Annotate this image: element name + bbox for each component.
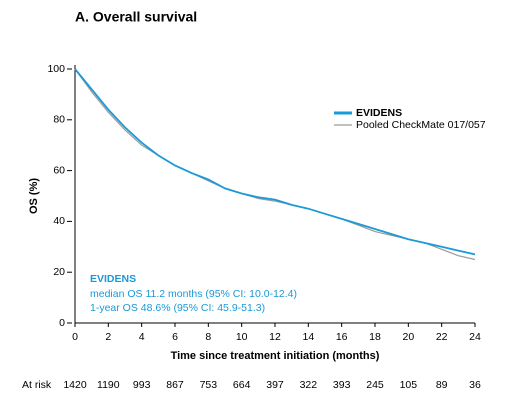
annotation: median OS 11.2 months (95% CI: 10.0-12.4…	[90, 288, 297, 300]
y-axis-label: OS (%)	[28, 178, 40, 214]
at-risk-count: 664	[233, 379, 251, 391]
x-tick-label: 12	[269, 331, 281, 343]
at-risk-count: 1190	[97, 379, 120, 391]
x-tick-label: 22	[436, 331, 448, 343]
at-risk-count: 753	[200, 379, 218, 391]
at-risk-count: 397	[266, 379, 284, 391]
x-tick-label: 18	[369, 331, 381, 343]
x-tick-label: 10	[236, 331, 248, 343]
legend-label: Pooled CheckMate 017/057	[356, 119, 486, 131]
at-risk-label: At risk	[22, 379, 52, 391]
y-tick-label: 40	[53, 215, 65, 227]
x-tick-label: 0	[72, 331, 78, 343]
at-risk-count: 89	[436, 379, 448, 391]
at-risk-count: 393	[333, 379, 351, 391]
x-tick-label: 2	[105, 331, 111, 343]
y-tick-label: 20	[53, 266, 65, 278]
legend-label: EVIDENS	[356, 107, 402, 119]
at-risk-count: 245	[366, 379, 384, 391]
x-tick-label: 8	[205, 331, 211, 343]
at-risk-count: 1420	[63, 379, 87, 391]
at-risk-count: 322	[300, 379, 318, 391]
x-tick-label: 14	[302, 331, 314, 343]
y-tick-label: 100	[47, 63, 65, 75]
at-risk-count: 36	[469, 379, 481, 391]
annotation: 1-year OS 48.6% (95% CI: 45.9-51.3)	[90, 302, 265, 314]
at-risk-count: 105	[400, 379, 418, 391]
x-tick-label: 20	[402, 331, 414, 343]
x-tick-label: 6	[172, 331, 178, 343]
x-tick-label: 24	[469, 331, 481, 343]
at-risk-count: 867	[166, 379, 184, 391]
at-risk-count: 993	[133, 379, 151, 391]
x-tick-label: 16	[336, 331, 348, 343]
y-tick-label: 0	[59, 317, 65, 329]
survival-curve	[74, 68, 476, 261]
x-axis-label: Time since treatment initiation (months)	[171, 350, 380, 362]
survival-curve	[74, 68, 476, 256]
x-tick-label: 4	[139, 331, 145, 343]
annotation: EVIDENS	[90, 273, 136, 285]
y-tick-label: 80	[53, 114, 65, 126]
chart-title: A. Overall survival	[75, 9, 197, 25]
y-tick-label: 60	[53, 164, 65, 176]
